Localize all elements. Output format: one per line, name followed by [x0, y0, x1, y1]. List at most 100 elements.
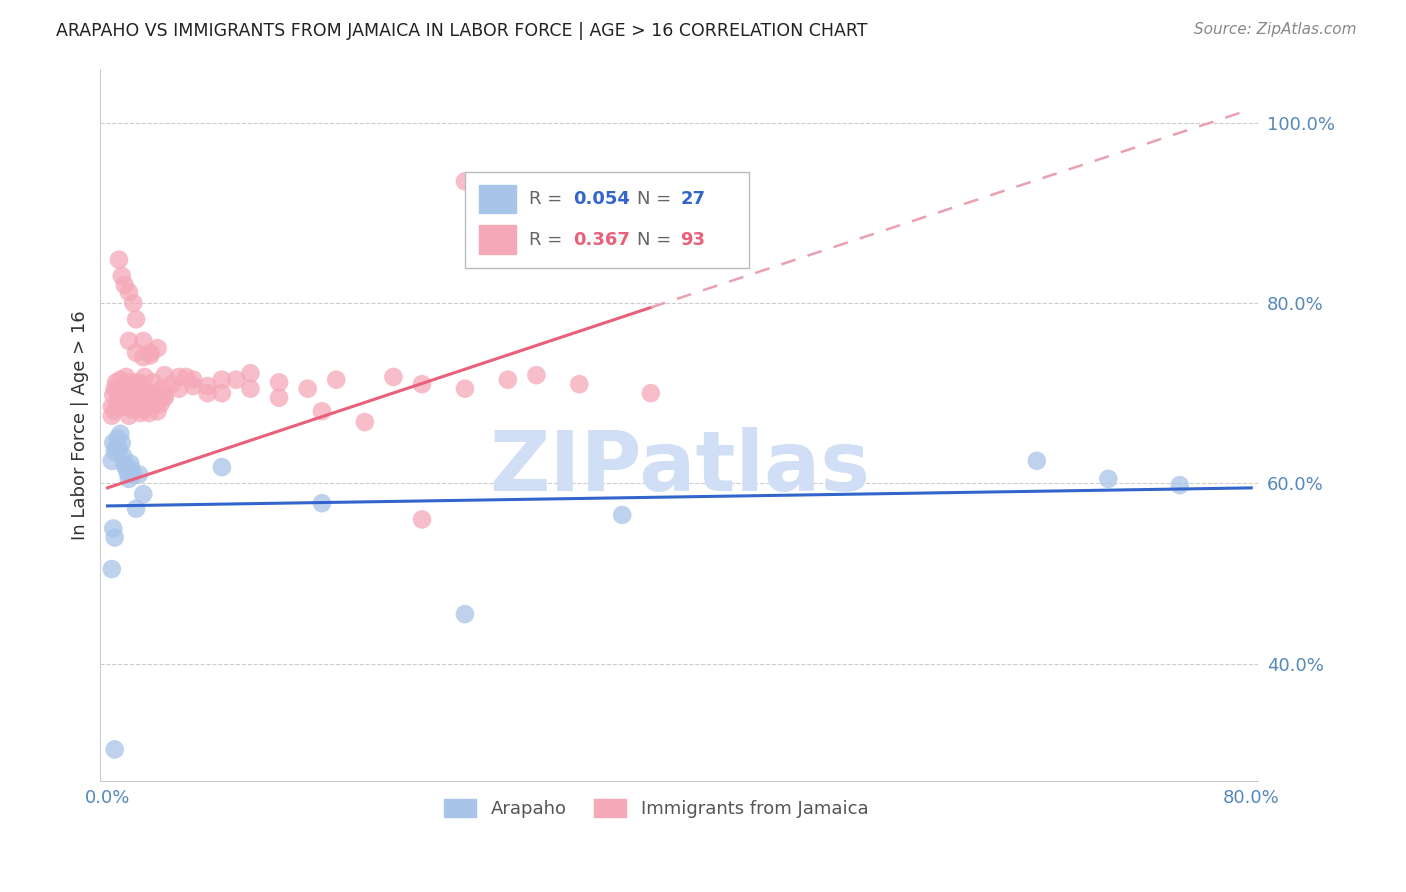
Point [181, 373, 204, 387]
Point [297, 382, 319, 396]
Point [568, 377, 591, 392]
Point [267, 391, 290, 405]
Point [103, 388, 125, 402]
Point [153, 368, 176, 383]
Point [454, 174, 477, 188]
Point [353, 415, 375, 429]
Point [132, 350, 155, 364]
Point [132, 402, 155, 417]
Point [111, 382, 134, 396]
Point [150, 382, 173, 396]
Point [115, 370, 138, 384]
Point [131, 393, 153, 408]
Point [239, 382, 262, 396]
Point [115, 460, 138, 475]
Point [382, 370, 405, 384]
Point [136, 391, 159, 405]
Text: 93: 93 [681, 230, 706, 249]
Point [110, 373, 132, 387]
Point [129, 406, 152, 420]
Point [149, 397, 172, 411]
Point [124, 388, 146, 402]
Text: 0.054: 0.054 [572, 190, 630, 208]
Point [120, 457, 142, 471]
Point [143, 393, 166, 408]
Point [105, 376, 128, 390]
Point [125, 345, 148, 359]
Point [145, 388, 167, 402]
Point [127, 393, 149, 408]
Text: R =: R = [529, 190, 568, 208]
Point [496, 373, 519, 387]
Point [132, 487, 155, 501]
Point [120, 386, 142, 401]
Point [118, 409, 141, 423]
Point [111, 435, 134, 450]
Point [174, 370, 197, 384]
Point [117, 466, 139, 480]
Point [112, 400, 135, 414]
Point [118, 472, 141, 486]
Text: Source: ZipAtlas.com: Source: ZipAtlas.com [1194, 22, 1357, 37]
Point [181, 379, 204, 393]
Point [107, 384, 129, 399]
Point [211, 373, 233, 387]
Point [139, 345, 162, 359]
Point [108, 442, 131, 456]
Point [117, 391, 139, 405]
Text: N =: N = [637, 230, 676, 249]
Point [134, 370, 156, 384]
Point [141, 400, 163, 414]
Point [148, 393, 170, 408]
Point [132, 377, 155, 392]
Point [1097, 472, 1119, 486]
Point [122, 296, 145, 310]
Point [267, 376, 290, 390]
Point [211, 460, 233, 475]
Point [128, 382, 150, 396]
Text: 27: 27 [681, 190, 706, 208]
Point [640, 386, 662, 401]
Point [103, 521, 125, 535]
Point [122, 467, 145, 482]
Point [146, 341, 169, 355]
Point [153, 388, 176, 402]
Point [107, 397, 129, 411]
FancyBboxPatch shape [465, 172, 749, 268]
Point [125, 386, 148, 401]
Point [115, 395, 138, 409]
Point [114, 377, 136, 392]
Point [114, 277, 136, 292]
Point [1168, 478, 1191, 492]
Point [110, 393, 132, 408]
Point [129, 388, 152, 402]
Point [138, 406, 160, 420]
Point [411, 377, 433, 392]
Point [104, 404, 127, 418]
Point [124, 397, 146, 411]
Point [146, 404, 169, 418]
Point [114, 458, 136, 473]
Text: 0.367: 0.367 [572, 230, 630, 249]
Point [118, 334, 141, 348]
Point [526, 368, 548, 383]
Point [160, 377, 183, 392]
Point [112, 388, 135, 402]
Point [104, 742, 127, 756]
Point [142, 376, 165, 390]
Point [167, 370, 190, 384]
Point [135, 386, 157, 401]
Point [211, 386, 233, 401]
Point [139, 348, 162, 362]
Legend: Arapaho, Immigrants from Jamaica: Arapaho, Immigrants from Jamaica [437, 791, 876, 825]
Point [311, 496, 333, 510]
Point [325, 373, 347, 387]
Point [104, 445, 127, 459]
Point [118, 285, 141, 300]
Point [311, 404, 333, 418]
Bar [479, 185, 516, 213]
Point [135, 397, 157, 411]
Point [125, 501, 148, 516]
Point [105, 440, 128, 454]
Point [101, 409, 124, 423]
